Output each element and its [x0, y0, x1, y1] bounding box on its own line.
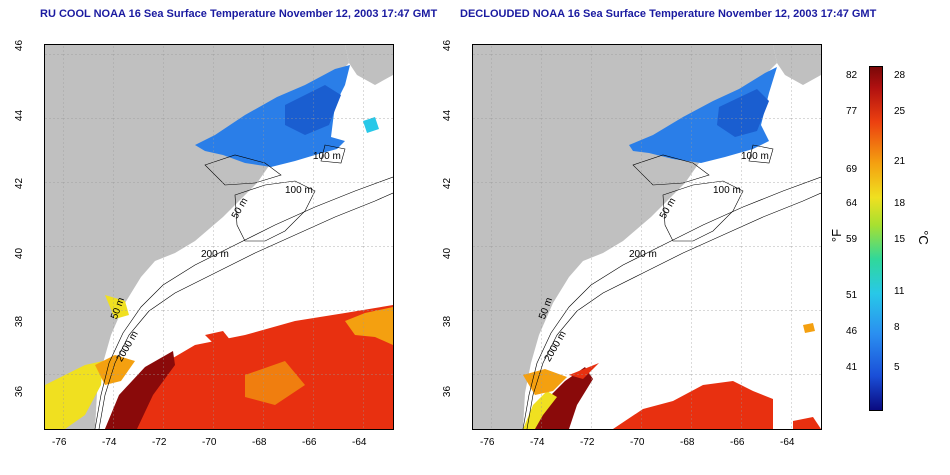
celsius-unit: °C: [915, 230, 931, 245]
lon-tick: -64: [352, 437, 367, 448]
lon-tick: -72: [152, 437, 167, 448]
lon-tick: -76: [480, 437, 495, 448]
celsius-tick: 15: [894, 234, 906, 245]
fahrenheit-unit: °F: [829, 228, 845, 243]
contour-label: 100 m: [285, 185, 313, 196]
lat-tick: 42: [14, 177, 26, 190]
celsius-tick: 21: [894, 156, 906, 167]
fahrenheit-tick: 59: [846, 234, 858, 245]
lon-tick: -68: [680, 437, 695, 448]
celsius-tick: 18: [894, 198, 906, 209]
lat-tick: 46: [14, 39, 26, 52]
fahrenheit-tick: 46: [846, 326, 858, 337]
right-map-title: DECLOUDED NOAA 16 Sea Surface Temperatur…: [460, 8, 877, 20]
lat-tick: 40: [14, 247, 26, 260]
left-sst-map[interactable]: 100 m 100 m 50 m 200 m 50 m 2000 m: [44, 44, 394, 430]
lat-tick: 44: [14, 109, 26, 122]
lon-tick: -76: [52, 437, 67, 448]
celsius-tick: 5: [894, 362, 900, 373]
temperature-colorbar: [869, 66, 883, 411]
celsius-tick: 11: [894, 286, 905, 297]
lat-tick: 38: [442, 315, 454, 328]
contour-label: 200 m: [629, 249, 657, 260]
lon-tick: -64: [780, 437, 795, 448]
lon-tick: -70: [630, 437, 645, 448]
fahrenheit-tick: 41: [846, 362, 858, 373]
celsius-tick: 28: [894, 70, 906, 81]
lat-tick: 42: [442, 177, 454, 190]
fahrenheit-tick: 64: [846, 198, 858, 209]
lon-tick: -66: [302, 437, 317, 448]
lat-tick: 44: [442, 109, 454, 122]
lon-tick: -74: [530, 437, 545, 448]
lon-tick: -68: [252, 437, 267, 448]
lon-tick: -70: [202, 437, 217, 448]
fahrenheit-tick: 51: [846, 290, 858, 301]
lon-tick: -72: [580, 437, 595, 448]
right-sst-map[interactable]: 100 m 100 m 50 m 200 m 50 m 2000 m: [472, 44, 822, 430]
lat-tick: 40: [442, 247, 454, 260]
lat-tick: 38: [14, 315, 26, 328]
celsius-tick: 25: [894, 106, 906, 117]
contour-label: 100 m: [713, 185, 741, 196]
contour-label: 100 m: [313, 151, 341, 162]
left-map-title: RU COOL NOAA 16 Sea Surface Temperature …: [40, 8, 438, 20]
lon-tick: -74: [102, 437, 117, 448]
lon-tick: -66: [730, 437, 745, 448]
lat-tick: 36: [442, 385, 454, 398]
contour-label: 100 m: [741, 151, 769, 162]
fahrenheit-tick: 69: [846, 164, 858, 175]
lat-tick: 46: [442, 39, 454, 52]
lat-tick: 36: [14, 385, 26, 398]
fahrenheit-tick: 77: [846, 106, 858, 117]
celsius-tick: 8: [894, 322, 900, 333]
fahrenheit-tick: 82: [846, 70, 858, 81]
contour-label: 200 m: [201, 249, 229, 260]
